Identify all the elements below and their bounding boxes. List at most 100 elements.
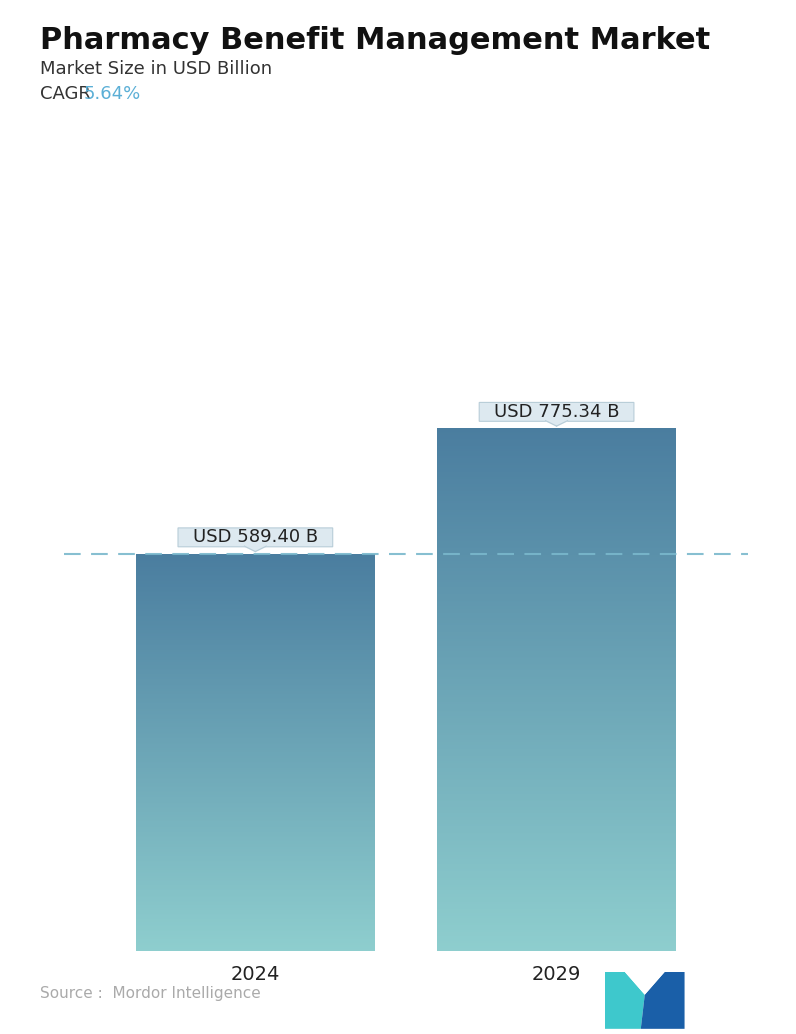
Bar <box>437 761 677 763</box>
Bar <box>135 862 375 863</box>
Bar <box>437 446 677 448</box>
Bar <box>135 829 375 830</box>
Bar <box>437 843 677 845</box>
Bar <box>135 901 375 903</box>
Bar <box>437 895 677 898</box>
Bar <box>135 762 375 763</box>
Bar <box>135 865 375 866</box>
FancyBboxPatch shape <box>479 402 634 421</box>
Bar <box>437 882 677 883</box>
Bar <box>437 746 677 748</box>
Bar <box>135 891 375 893</box>
Bar <box>135 939 375 941</box>
Bar <box>437 738 677 740</box>
Bar <box>135 708 375 710</box>
Bar <box>135 574 375 575</box>
Bar <box>437 799 677 801</box>
Bar <box>135 713 375 716</box>
Bar <box>437 834 677 837</box>
Bar <box>437 527 677 529</box>
Bar <box>437 903 677 904</box>
Bar <box>135 566 375 567</box>
Bar <box>437 864 677 865</box>
Polygon shape <box>545 421 568 426</box>
Bar <box>437 698 677 700</box>
Bar <box>437 606 677 608</box>
Bar <box>135 823 375 824</box>
Bar <box>437 758 677 759</box>
Bar <box>437 510 677 512</box>
Bar <box>437 682 677 685</box>
Bar <box>135 811 375 812</box>
Bar <box>437 627 677 629</box>
Bar <box>437 865 677 868</box>
Bar <box>135 936 375 937</box>
Bar <box>437 857 677 859</box>
Bar <box>437 639 677 641</box>
Bar <box>135 656 375 657</box>
Bar <box>437 454 677 456</box>
Bar <box>135 919 375 921</box>
Bar <box>135 777 375 778</box>
Bar <box>135 664 375 665</box>
Bar <box>135 659 375 660</box>
Bar <box>135 754 375 755</box>
Bar <box>437 779 677 781</box>
Text: Market Size in USD Billion: Market Size in USD Billion <box>40 60 272 78</box>
Bar <box>437 632 677 634</box>
Bar <box>135 734 375 735</box>
Bar <box>135 807 375 809</box>
Bar <box>135 706 375 707</box>
Bar <box>135 720 375 721</box>
Bar <box>437 657 677 659</box>
Bar <box>437 702 677 703</box>
Bar <box>135 950 375 951</box>
Bar <box>437 941 677 943</box>
Bar <box>135 560 375 561</box>
Bar <box>135 760 375 762</box>
Bar <box>135 821 375 823</box>
Bar <box>135 793 375 795</box>
Bar <box>437 749 677 751</box>
Bar <box>135 765 375 767</box>
Bar <box>437 831 677 832</box>
Bar <box>135 863 375 865</box>
Bar <box>135 740 375 741</box>
Bar <box>135 748 375 749</box>
Bar <box>437 642 677 644</box>
Bar <box>135 851 375 852</box>
Bar <box>135 594 375 595</box>
Bar <box>135 699 375 701</box>
Bar <box>135 743 375 744</box>
Bar <box>135 840 375 842</box>
Bar <box>437 598 677 599</box>
Bar <box>135 942 375 943</box>
Bar <box>135 584 375 585</box>
Bar <box>135 622 375 624</box>
Bar <box>135 627 375 628</box>
Bar <box>437 854 677 855</box>
Bar <box>437 946 677 948</box>
Bar <box>135 819 375 820</box>
Bar <box>437 840 677 842</box>
Bar <box>135 617 375 618</box>
Bar <box>437 827 677 829</box>
Bar <box>437 672 677 674</box>
Bar <box>135 577 375 579</box>
Bar <box>135 932 375 933</box>
Bar <box>135 927 375 929</box>
Bar <box>135 696 375 697</box>
Bar <box>437 489 677 491</box>
Bar <box>437 776 677 777</box>
Bar <box>437 859 677 860</box>
Bar <box>437 763 677 765</box>
Bar <box>437 553 677 555</box>
Bar <box>135 633 375 635</box>
Bar <box>437 929 677 931</box>
Bar <box>135 572 375 574</box>
Bar <box>437 596 677 598</box>
Bar <box>437 796 677 798</box>
Bar <box>437 860 677 862</box>
Bar <box>437 868 677 870</box>
Bar <box>135 903 375 904</box>
